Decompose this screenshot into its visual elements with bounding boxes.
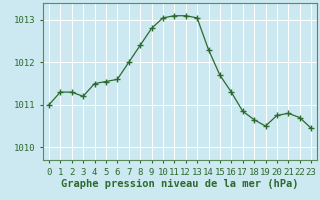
X-axis label: Graphe pression niveau de la mer (hPa): Graphe pression niveau de la mer (hPa) <box>61 179 299 189</box>
